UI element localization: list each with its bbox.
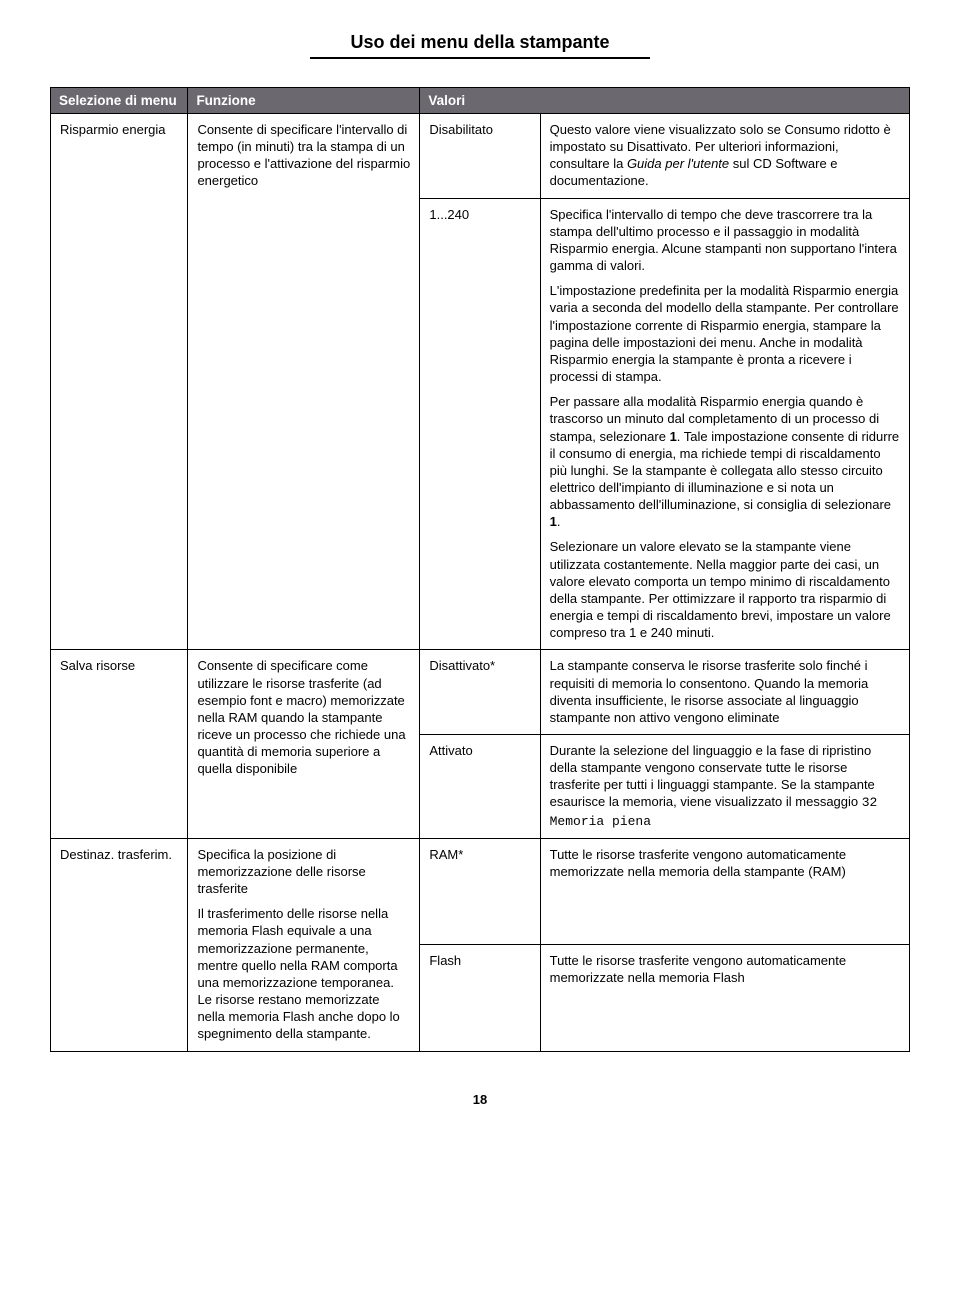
cell-valore: Flash bbox=[420, 945, 540, 1051]
cell-valore: Disattivato* bbox=[420, 650, 540, 735]
cell-descrizione: Questo valore viene visualizzato solo se… bbox=[540, 114, 909, 199]
cell-menu: Destinaz. trasferim. bbox=[51, 838, 188, 1051]
cell-valore: RAM* bbox=[420, 838, 540, 944]
cell-descrizione: La stampante conserva le risorse trasfer… bbox=[540, 650, 909, 735]
cell-valore: Attivato bbox=[420, 735, 540, 839]
header-selezione: Selezione di menu bbox=[51, 88, 188, 114]
table-row: Destinaz. trasferim. Specifica la posizi… bbox=[51, 838, 910, 944]
text: . bbox=[557, 514, 561, 529]
text: Durante la selezione del linguaggio e la… bbox=[550, 743, 875, 809]
table-header-row: Selezione di menu Funzione Valori bbox=[51, 88, 910, 114]
text-bold: 1 bbox=[550, 514, 557, 529]
title-underline bbox=[310, 57, 650, 59]
text: L'impostazione predefinita per la modali… bbox=[550, 282, 900, 385]
cell-funzione: Consente di specificare come utilizzare … bbox=[188, 650, 420, 838]
table-row: Risparmio energia Consente di specificar… bbox=[51, 114, 910, 199]
cell-valore: Disabilitato bbox=[420, 114, 540, 199]
cell-valore: 1...240 bbox=[420, 198, 540, 650]
text: Selezionare un valore elevato se la stam… bbox=[550, 538, 900, 641]
table-row: Salva risorse Consente di specificare co… bbox=[51, 650, 910, 735]
cell-funzione: Specifica la posizione di memorizzazione… bbox=[188, 838, 420, 1051]
text-bold: 1 bbox=[670, 429, 677, 444]
cell-descrizione: Specifica l'intervallo di tempo che deve… bbox=[540, 198, 909, 650]
cell-menu: Risparmio energia bbox=[51, 114, 188, 650]
cell-funzione: Consente di specificare l'intervallo di … bbox=[188, 114, 420, 650]
cell-descrizione: Tutte le risorse trasferite vengono auto… bbox=[540, 838, 909, 944]
header-valori: Valori bbox=[420, 88, 910, 114]
header-funzione: Funzione bbox=[188, 88, 420, 114]
text: Specifica l'intervallo di tempo che deve… bbox=[550, 206, 900, 275]
menu-table: Selezione di menu Funzione Valori Rispar… bbox=[50, 87, 910, 1052]
text-italic: Guida per l'utente bbox=[627, 156, 729, 171]
page-number: 18 bbox=[50, 1092, 910, 1107]
text: Specifica la posizione di memorizzazione… bbox=[197, 846, 410, 897]
page-title: Uso dei menu della stampante bbox=[50, 32, 910, 53]
cell-menu: Salva risorse bbox=[51, 650, 188, 838]
text: Il trasferimento delle risorse nella mem… bbox=[197, 905, 410, 1042]
cell-descrizione: Durante la selezione del linguaggio e la… bbox=[540, 735, 909, 839]
cell-descrizione: Tutte le risorse trasferite vengono auto… bbox=[540, 945, 909, 1051]
